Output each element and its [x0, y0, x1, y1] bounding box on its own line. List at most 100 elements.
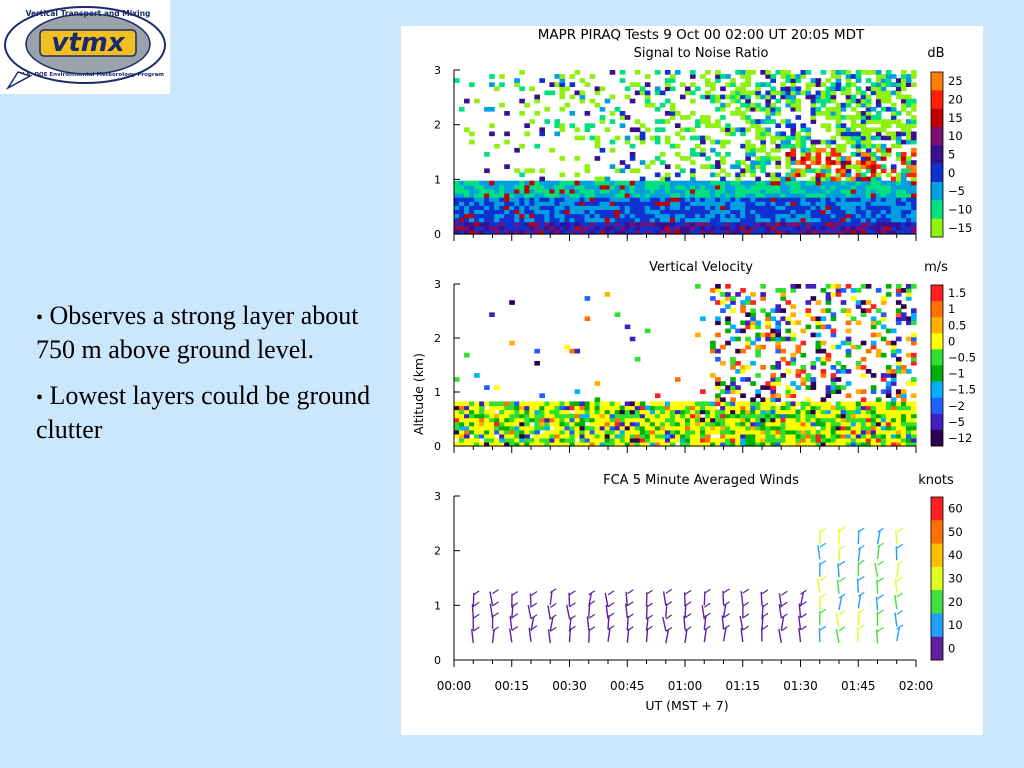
heatmap-cell — [830, 377, 837, 382]
heatmap-cell — [825, 176, 832, 182]
heatmap-cell — [805, 131, 812, 137]
heatmap-cell — [815, 409, 822, 415]
heatmap-cell — [644, 102, 651, 108]
heatmap-cell — [589, 429, 596, 435]
heatmap-cell — [790, 135, 797, 141]
heatmap-cell — [639, 437, 646, 443]
heatmap-cell — [715, 94, 721, 100]
heatmap-cell — [499, 193, 505, 198]
heatmap-cell — [499, 205, 505, 210]
heatmap-cell — [654, 225, 661, 231]
heatmap-cell — [549, 147, 556, 153]
heatmap-cell — [489, 193, 495, 198]
heatmap-cell — [835, 176, 842, 182]
heatmap-cell — [800, 180, 807, 186]
wind-barb-shaft — [778, 604, 782, 619]
heatmap-cell — [634, 90, 641, 96]
heatmap-cell — [865, 308, 872, 313]
heatmap-cell — [534, 193, 540, 198]
heatmap-cell — [554, 229, 561, 235]
heatmap-cell — [905, 217, 912, 223]
heatmap-cell — [825, 425, 832, 431]
heatmap-cell — [910, 352, 917, 358]
heatmap-cell — [514, 225, 520, 231]
heatmap-cell — [745, 193, 751, 198]
heatmap-cell — [800, 417, 807, 423]
heatmap-cell — [830, 90, 837, 96]
heatmap-cell — [504, 213, 510, 219]
heatmap-cell — [780, 221, 787, 227]
heatmap-cell — [735, 94, 741, 100]
heatmap-cell — [780, 288, 787, 293]
colorbar-label: 0 — [948, 641, 955, 655]
heatmap-cell — [489, 184, 495, 190]
heatmap-cell — [679, 180, 686, 186]
heatmap-cell — [614, 413, 621, 419]
heatmap-cell — [614, 221, 621, 227]
heatmap-cell — [725, 139, 731, 145]
heatmap-cell — [895, 409, 902, 415]
heatmap-cell — [755, 332, 761, 338]
heatmap-cell — [860, 405, 867, 411]
heatmap-cell — [664, 78, 671, 83]
heatmap-cell — [629, 205, 636, 210]
heatmap-cell — [905, 188, 912, 194]
heatmap-cell — [875, 209, 882, 215]
heatmap-cell — [715, 123, 721, 128]
heatmap-cell — [885, 229, 892, 235]
heatmap-cell — [855, 429, 862, 435]
heatmap-cell — [845, 221, 852, 227]
heatmap-cell — [569, 205, 576, 210]
heatmap-cell — [559, 221, 566, 227]
heatmap-cell — [589, 193, 596, 198]
heatmap-cell — [775, 225, 782, 231]
heatmap-cell — [785, 94, 792, 100]
heatmap-cell — [840, 197, 847, 202]
wind-barb-shaft — [547, 629, 551, 644]
heatmap-cell — [664, 135, 671, 141]
heatmap-cell — [469, 197, 475, 202]
heatmap-cell — [564, 209, 571, 215]
heatmap-cell — [685, 413, 691, 419]
heatmap-cell — [634, 437, 641, 443]
heatmap-cell — [664, 205, 671, 210]
heatmap-cell — [790, 217, 797, 223]
heatmap-cell — [579, 425, 586, 431]
wind-barb-shaft — [837, 563, 840, 578]
heatmap-cell — [499, 421, 505, 427]
heatmap-cell — [679, 421, 686, 427]
heatmap-cell — [629, 433, 636, 439]
heatmap-cell — [860, 143, 867, 149]
heatmap-cell — [885, 98, 892, 104]
heatmap-cell — [715, 385, 721, 390]
heatmap-cell — [840, 70, 847, 75]
heatmap-cell — [840, 115, 847, 120]
heatmap-cell — [609, 225, 616, 231]
heatmap-cell — [720, 437, 726, 443]
heatmap-cell — [710, 197, 716, 202]
heatmap-cell — [509, 229, 515, 235]
heatmap-cell — [895, 188, 902, 194]
wind-barb-shaft — [876, 530, 881, 545]
heatmap-cell — [745, 425, 751, 431]
heatmap-cell — [659, 188, 666, 194]
heatmap-cell — [599, 205, 606, 210]
heatmap-cell — [710, 221, 716, 227]
heatmap-cell — [730, 300, 736, 305]
heatmap-cell — [584, 205, 591, 210]
heatmap-cell — [765, 74, 771, 79]
heatmap-cell — [519, 143, 525, 149]
heatmap-cell — [745, 320, 751, 326]
heatmap-cell — [810, 417, 817, 423]
heatmap-cell — [840, 90, 847, 96]
heatmap-cell — [785, 320, 792, 326]
heatmap-cell — [705, 201, 711, 206]
heatmap-cell — [795, 115, 802, 120]
heatmap-cell — [649, 405, 656, 411]
wind-barb-flag — [742, 613, 750, 619]
heatmap-cell — [509, 300, 515, 305]
heatmap-cell — [639, 193, 646, 198]
heatmap-cell — [499, 225, 505, 231]
heatmap-cell — [775, 397, 782, 403]
heatmap-cell — [750, 441, 756, 447]
